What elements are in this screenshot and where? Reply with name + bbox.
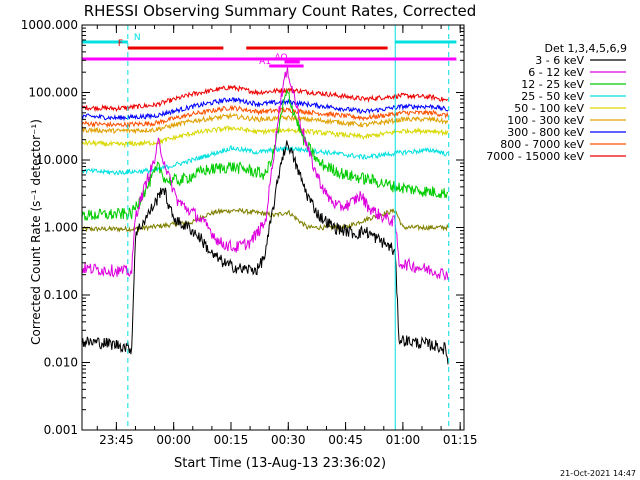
legend-label-4: 50 - 100 keV	[514, 102, 584, 115]
y-axis-label: Corrected Count Rate (s⁻¹ detector⁻¹)	[29, 119, 43, 345]
x-tick-label-1: 00:00	[156, 433, 191, 447]
flag-label-3: A1	[259, 57, 271, 67]
x-tick-label-3: 00:30	[271, 433, 306, 447]
series-line-9	[81, 207, 449, 233]
y-tick-label-4: 10.000	[36, 153, 78, 167]
x-tick-label-5: 01:00	[386, 433, 421, 447]
legend-label-3: 25 - 50 keV	[521, 90, 584, 103]
timestamp: 21-Oct-2021 14:47	[560, 469, 636, 478]
series-line-0	[81, 140, 449, 365]
series-line-3	[81, 144, 449, 176]
series-line-6	[81, 97, 449, 122]
y-tick-label-1: 0.010	[44, 356, 78, 370]
y-tick-label-0: 0.001	[44, 423, 78, 437]
flag-label-0: N	[134, 33, 141, 43]
x-tick-label-0: 23:45	[99, 433, 134, 447]
y-tick-label-6: 1000.000	[21, 18, 78, 32]
legend-title: Det 1,3,4,5,6,9	[544, 42, 627, 55]
series-line-1	[81, 67, 449, 281]
x-tick-label-6: 01:15	[443, 433, 478, 447]
y-tick-label-5: 100.000	[28, 86, 78, 100]
legend-label-1: 6 - 12 keV	[528, 66, 584, 79]
legend-label-6: 300 - 800 keV	[507, 126, 584, 139]
series-line-7	[81, 104, 449, 129]
x-axis-label: Start Time (13-Aug-13 23:36:02)	[174, 456, 386, 471]
flag-label-1: F	[118, 39, 123, 49]
y-tick-label-3: 1.000	[44, 221, 78, 235]
series-line-4	[81, 125, 449, 149]
legend-label-7: 800 - 7000 keV	[500, 138, 584, 151]
legend-label-2: 12 - 25 keV	[521, 78, 584, 91]
series-line-8	[81, 84, 449, 113]
legend-label-5: 100 - 300 keV	[507, 114, 584, 127]
x-tick-label-4: 00:45	[328, 433, 363, 447]
x-tick-label-2: 00:15	[214, 433, 249, 447]
flag-label-4: AQ	[274, 53, 287, 63]
legend-label-8: 7000 - 15000 keV	[486, 150, 584, 163]
legend-label-0: 3 - 6 keV	[535, 54, 584, 67]
y-tick-label-2: 0.100	[44, 288, 78, 302]
chart-title: RHESSI Observing Summary Count Rates, Co…	[84, 2, 477, 20]
series-line-5	[81, 112, 449, 135]
